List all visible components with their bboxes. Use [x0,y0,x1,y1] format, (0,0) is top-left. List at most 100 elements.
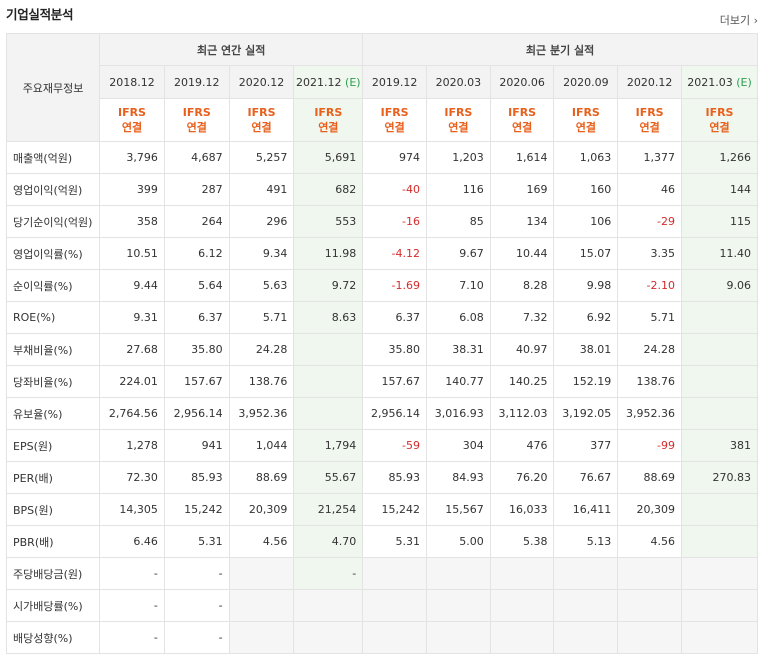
table-row: 부채비율(%) 27.68 35.80 24.28 35.80 38.31 40.97 38.… [5,333,759,366]
metric-label: 시가배당률(%) [5,589,101,622]
value-cell: 3,112.03 [489,397,555,430]
value-cell [489,557,555,590]
value-cell: - [99,621,165,654]
value-cell: 5.13 [553,525,619,558]
period-header: 2019.12 [362,65,427,99]
value-cell: 5.31 [163,525,230,558]
ifrs-label: IFRS [444,106,473,119]
more-link[interactable]: 더보기 › [720,12,758,28]
value-cell: 5.71 [228,301,295,334]
value-cell: 16,033 [489,493,555,526]
period-label: 2019.12 [371,75,418,89]
value-cell [489,589,555,622]
table-row: 순이익률(%) 9.44 5.64 5.63 9.72 -1.69 7.10 8.28 9.98… [5,269,759,302]
estimate-mark: (E) [736,75,752,89]
value-cell [425,557,491,590]
value-cell: 1,063 [553,141,619,174]
accounting-standard-cell: IFRS 연결 [617,98,682,142]
value-cell: - [163,621,230,654]
consolidated-label: 연결 [121,121,143,134]
value-cell: - [163,557,230,590]
period-label: 2018.12 [109,75,155,89]
value-cell: 140.25 [489,365,555,398]
value-cell: 40.97 [489,333,555,366]
value-cell: 85.93 [362,461,427,494]
value-cell: 3,952.36 [228,397,295,430]
value-cell: 5,691 [293,141,364,174]
value-cell: 88.69 [228,461,295,494]
period-header: 2018.12 [99,65,165,99]
value-cell [228,621,295,654]
value-cell: 134 [489,205,555,238]
value-cell [617,621,682,654]
table-row: 주당배당금(원) - - - [5,557,759,590]
value-cell: 116 [425,173,491,206]
value-cell: -99 [617,429,682,462]
value-cell: 6.92 [553,301,619,334]
accounting-standard-cell: IFRS 연결 [293,98,364,142]
value-cell: 491 [228,173,295,206]
period-label: 2020.12 [626,75,673,89]
value-cell: 1,266 [680,141,759,174]
value-cell: 3,192.05 [553,397,619,430]
table-row: 시가배당률(%) - - [5,589,759,622]
value-cell: 5.31 [362,525,427,558]
value-cell: 140.77 [425,365,491,398]
value-cell: 85.93 [163,461,230,494]
value-cell [293,397,364,430]
value-cell: 1,614 [489,141,555,174]
value-cell: 2,956.14 [362,397,427,430]
value-cell: 7.10 [425,269,491,302]
value-cell: 72.30 [99,461,165,494]
value-cell: 4.70 [293,525,364,558]
value-cell: 476 [489,429,555,462]
value-cell: 15,242 [362,493,427,526]
value-cell: 3,016.93 [425,397,491,430]
value-cell: 7.32 [489,301,555,334]
value-cell: 8.28 [489,269,555,302]
value-cell: 88.69 [617,461,682,494]
value-cell: 11.40 [680,237,759,270]
value-cell [680,333,759,366]
value-cell: 399 [99,173,165,206]
financial-table: 주요재무정보 최근 연간 실적 최근 분기 실적 2018.12 2019.12 2… [5,33,759,654]
table-row: EPS(원) 1,278 941 1,044 1,794 -59 304 476 377 -99 3… [5,429,759,462]
value-cell: 682 [293,173,364,206]
ifrs-label: IFRS [117,106,146,119]
consolidated-label: 연결 [318,121,339,134]
value-cell: -2.10 [617,269,682,302]
ifrs-label: IFRS [571,106,600,119]
value-cell: 24.28 [617,333,682,366]
value-cell: 304 [425,429,491,462]
period-header: 2020.09 [553,65,619,99]
value-cell [680,301,759,334]
value-cell [680,493,759,526]
consolidated-label: 연결 [448,121,469,134]
value-cell: 9.34 [228,237,295,270]
value-cell: 115 [680,205,759,238]
value-cell: 76.67 [553,461,619,494]
value-cell [362,589,427,622]
value-cell: 4,687 [163,141,230,174]
value-cell: 5,257 [228,141,295,174]
period-header: 2020.12 [617,65,682,99]
metric-label: PER(배) [5,461,101,494]
period-header: 2020.06 [489,65,555,99]
value-cell: 941 [163,429,230,462]
table-row: 매출액(억원) 3,796 4,687 5,257 5,691 974 1,203 1,614… [5,141,759,174]
annual-group-header: 최근 연간 실적 [99,33,364,66]
value-cell: -40 [362,173,427,206]
value-cell: - [99,557,165,590]
value-cell: 27.68 [99,333,165,366]
value-cell [680,365,759,398]
value-cell [680,621,759,654]
metric-label: 주당배당금(원) [5,557,101,590]
accounting-standard-cell: IFRS 연결 [163,98,230,142]
value-cell [680,589,759,622]
value-cell: 38.01 [553,333,619,366]
value-cell: 10.44 [489,237,555,270]
accounting-standard-cell: IFRS 연결 [99,98,165,142]
value-cell: 138.76 [617,365,682,398]
value-cell [489,621,555,654]
value-cell: 15,567 [425,493,491,526]
